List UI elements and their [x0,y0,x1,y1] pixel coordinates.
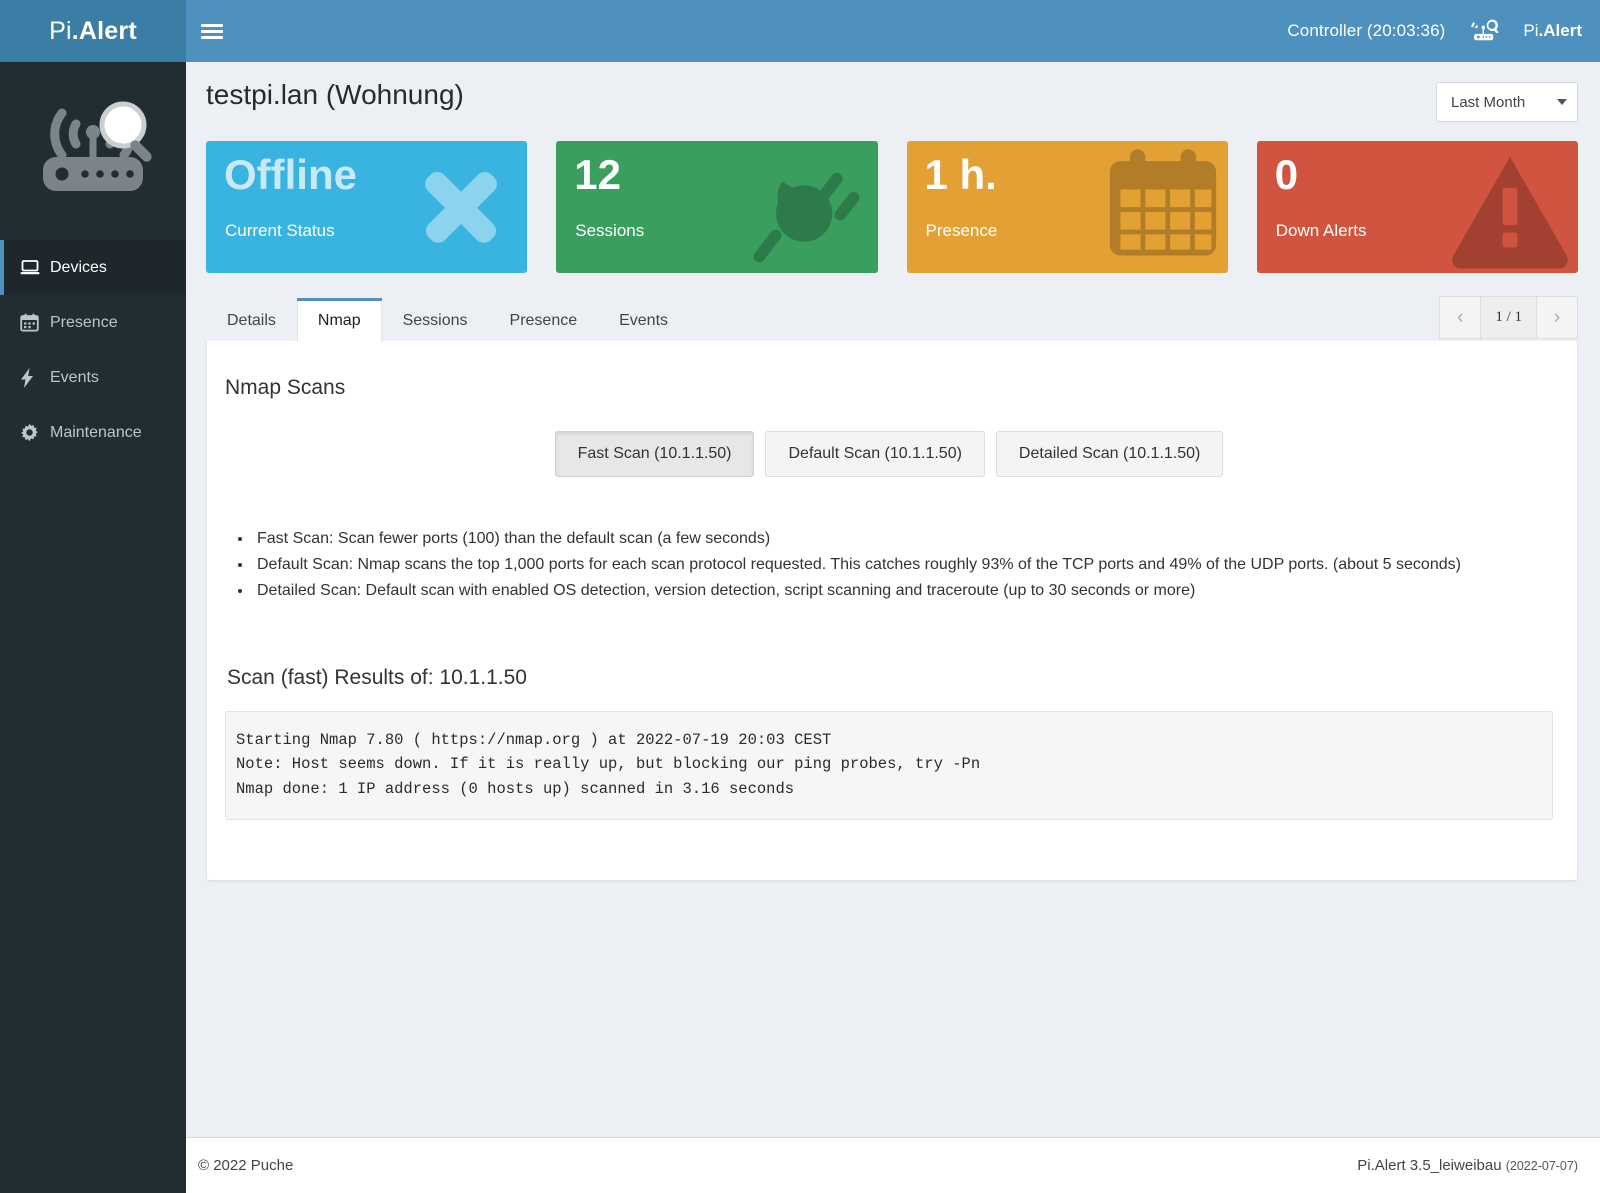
stat-card-sessions[interactable]: 12 Sessions [556,141,878,273]
times-x-icon [425,171,498,243]
navbar-brand-pi: Pi [1523,21,1539,40]
detailed-scan-button[interactable]: Detailed Scan (10.1.1.50) [995,431,1224,477]
router-scan-icon [1471,19,1499,41]
scan-results-title: Scan (fast) Results of: 10.1.1.50 [227,665,527,689]
calendar-icon [20,313,50,332]
navbar: Controller (20:03:36) Pi.Alert [186,0,1600,62]
sidebar-item-label: Maintenance [50,423,142,441]
hamburger-icon [201,21,223,42]
calendar-icon [1109,149,1216,256]
tab-nmap[interactable]: Nmap [296,298,382,342]
tab-details[interactable]: Details [227,312,276,329]
stat-card-value: 1 h. [924,151,997,198]
stat-card-down-alerts[interactable]: 0 Down Alerts [1256,141,1578,273]
footer-version-date: (2022-07-07) [1505,1159,1578,1173]
chevron-left-icon: ‹ [1457,306,1464,328]
sidebar-item-events[interactable]: Events [0,350,186,405]
sidebar: Devices Presence Events Maintenance [0,62,186,1193]
warning-triangle-icon [1452,156,1568,269]
scan-notes-list: Fast Scan: Scan fewer ports (100) than t… [253,526,1553,605]
plug-icon [753,172,859,263]
laptop-icon [20,259,50,276]
navbar-brand-alert: .Alert [1538,21,1582,40]
app-logo-text: Pi.Alert [49,17,137,46]
sidebar-item-presence[interactable]: Presence [0,295,186,350]
router-magnifier-logo [43,101,152,191]
sidebar-menu: Devices Presence Events Maintenance [0,240,186,460]
stat-card-label: Presence [925,221,998,240]
top-header-bar: Pi.Alert Controller (20:03:36) [0,0,1600,62]
stat-card-label: Sessions [575,221,645,240]
chevron-down-icon [1557,99,1567,105]
tab-presence[interactable]: Presence [509,312,578,329]
list-item: Fast Scan: Scan fewer ports (100) than t… [253,526,1553,552]
scan-buttons: Fast Scan (10.1.1.50) Default Scan (10.1… [225,431,1553,477]
footer: © 2022 Puche Pi.Alert 3.5_leiweibau (202… [186,1137,1600,1193]
page-header: testpi.lan (Wohnung) Last Month [186,62,1600,122]
navbar-brand[interactable]: Pi.Alert [1523,21,1582,41]
period-select[interactable]: Last Month [1436,82,1578,122]
default-scan-button[interactable]: Default Scan (10.1.1.50) [765,431,985,477]
sidebar-toggle-button[interactable] [186,0,238,62]
scan-results-output: Starting Nmap 7.80 ( https://nmap.org ) … [225,710,1553,821]
pager-page-indicator: 1 / 1 [1480,296,1537,339]
footer-copyright: © 2022 Puche [198,1157,294,1174]
tabs-row: Details Nmap Sessions Presence Events ‹ … [186,273,1600,342]
pager-prev-button[interactable]: ‹ [1439,296,1482,339]
tab-events[interactable]: Events [619,312,669,329]
stat-cards: Offline Current Status 12 Sessions [186,122,1600,273]
pager-next-button[interactable]: › [1536,296,1578,339]
fast-scan-button[interactable]: Fast Scan (10.1.1.50) [554,431,755,477]
sidebar-item-label: Presence [50,313,118,331]
nmap-panel: Nmap Scans Fast Scan (10.1.1.50) Default… [206,341,1578,881]
tab-bar: Details Nmap Sessions Presence Events [206,297,689,342]
sidebar-logo [0,62,186,240]
app-logo[interactable]: Pi.Alert [0,0,186,62]
app-logo-pi: Pi [49,16,72,45]
footer-version-text: Pi.Alert 3.5_leiweibau [1357,1157,1502,1174]
stat-card-current-status[interactable]: Offline Current Status [206,141,528,273]
nmap-panel-title: Nmap Scans [225,376,346,399]
stat-card-value: Offline [224,151,357,198]
bolt-icon [20,367,50,388]
stat-card-label: Current Status [225,221,335,240]
sidebar-item-label: Devices [50,258,107,276]
stat-card-value: 12 [574,151,621,198]
gear-icon [20,423,50,442]
device-pager: ‹ 1 / 1 › [1439,296,1578,339]
controller-status-label: Controller (20:03:36) [1287,21,1446,40]
list-item: Default Scan: Nmap scans the top 1,000 p… [253,552,1553,578]
sidebar-item-label: Events [50,368,99,386]
sidebar-item-devices[interactable]: Devices [0,240,186,295]
main-content: testpi.lan (Wohnung) Last Month Offline … [186,62,1600,1137]
app-logo-alert: .Alert [71,16,137,45]
stat-card-value: 0 [1274,151,1299,198]
tab-sessions[interactable]: Sessions [402,312,468,329]
list-item: Detailed Scan: Default scan with enabled… [253,578,1553,604]
chevron-right-icon: › [1553,306,1561,328]
page-title: testpi.lan (Wohnung) [206,79,464,110]
sidebar-item-maintenance[interactable]: Maintenance [0,405,186,460]
footer-version: Pi.Alert 3.5_leiweibau (2022-07-07) [1357,1157,1578,1174]
navbar-right: Controller (20:03:36) Pi.Alert [1287,18,1582,44]
period-select-value: Last Month [1451,93,1526,111]
stat-card-presence[interactable]: 1 h. Presence [906,141,1228,273]
stat-card-label: Down Alerts [1275,221,1367,240]
